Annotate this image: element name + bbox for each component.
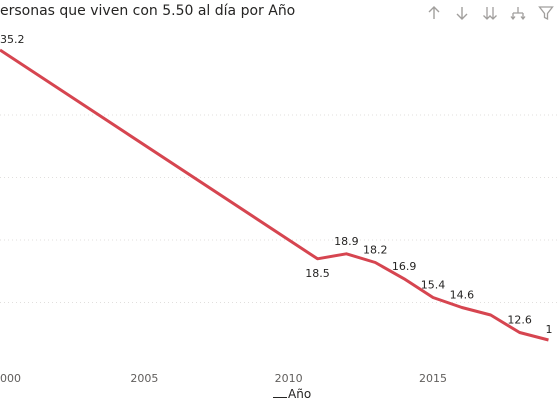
data-label: 35.2 bbox=[0, 33, 25, 46]
data-label: 18.5 bbox=[305, 267, 330, 280]
next-level-button[interactable] bbox=[476, 2, 504, 24]
visual-header-toolbar bbox=[420, 2, 560, 24]
x-axis-title: Año bbox=[273, 387, 311, 401]
data-label: 12.6 bbox=[507, 314, 532, 327]
drill-up-icon bbox=[428, 6, 440, 19]
data-label: 15.4 bbox=[421, 279, 446, 292]
data-label: 1 bbox=[546, 323, 553, 336]
expand-hierarchy-icon bbox=[510, 7, 526, 21]
x-tick-label: 2005 bbox=[130, 372, 158, 385]
x-axis-title-marker bbox=[273, 397, 287, 398]
x-axis-title-text: Año bbox=[288, 387, 312, 401]
drill-down-button[interactable] bbox=[448, 2, 476, 24]
x-tick-label: 000 bbox=[0, 372, 21, 385]
data-label: 18.9 bbox=[334, 235, 359, 248]
data-label: 16.9 bbox=[392, 260, 417, 273]
data-label: 18.2 bbox=[363, 244, 388, 257]
drill-down-icon bbox=[456, 7, 468, 20]
expand-hierarchy-button[interactable] bbox=[504, 2, 532, 24]
series-line bbox=[0, 48, 549, 342]
data-label: 14.6 bbox=[450, 289, 475, 302]
filter-icon bbox=[538, 6, 554, 21]
drill-up-button[interactable] bbox=[420, 2, 448, 24]
data-labels: 35.2 18.5 18.9 18.2 16.9 15.4 14.6 12.6 1 bbox=[0, 33, 553, 336]
filter-button[interactable] bbox=[532, 2, 560, 24]
x-tick-label: 2010 bbox=[275, 372, 303, 385]
x-axis-ticks: 000 2005 2010 2015 bbox=[0, 372, 447, 385]
chart-title: ersonas que viven con 5.50 al día por Añ… bbox=[0, 3, 296, 19]
gridlines bbox=[0, 114, 560, 303]
expand-all-down-icon bbox=[483, 7, 497, 20]
x-tick-label: 2015 bbox=[419, 372, 447, 385]
